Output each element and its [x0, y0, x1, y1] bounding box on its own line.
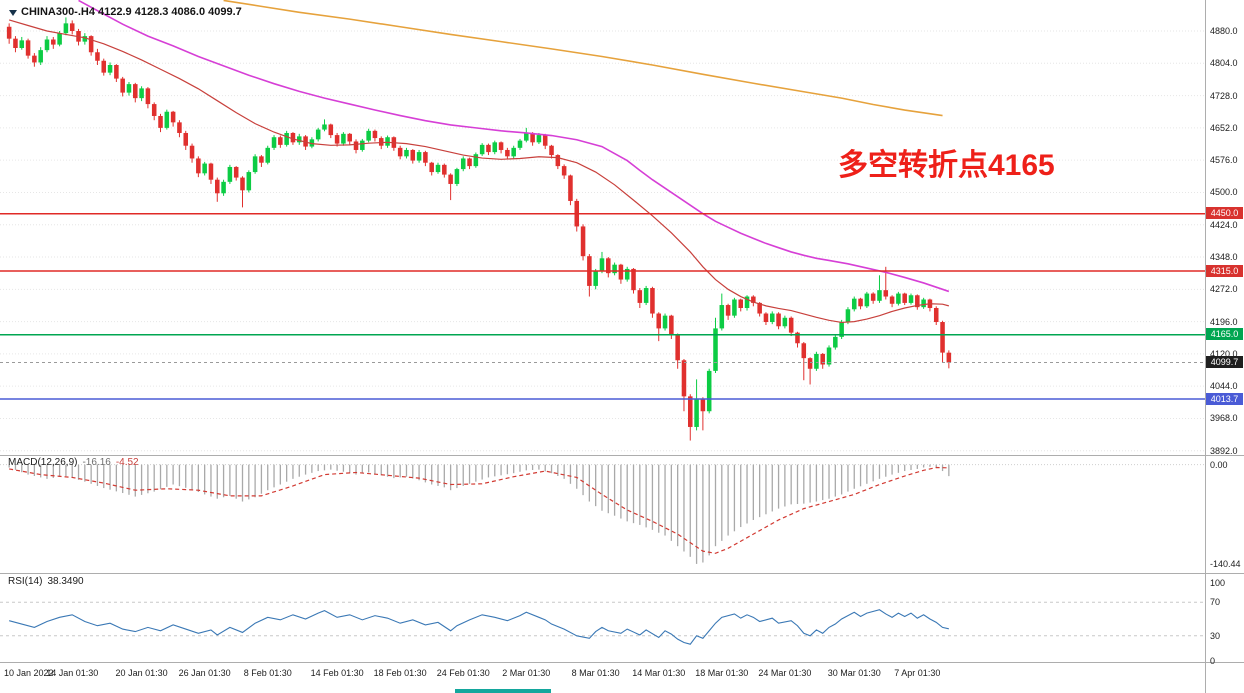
rsi-scale-label: 100 — [1210, 578, 1226, 588]
y-axis-label: 4196.0 — [1210, 316, 1238, 327]
x-axis-label: 14 Mar 01:30 — [632, 668, 686, 678]
x-axis-label: 18 Mar 01:30 — [695, 668, 749, 678]
y-axis-label: 3892.0 — [1210, 445, 1238, 456]
macd-label: MACD(12,26,9) — [8, 457, 78, 468]
chart-annotation: 多空转折点4165 — [838, 149, 1055, 182]
y-axis-label: 4500.0 — [1210, 187, 1238, 198]
price-level-tag: 4013.7 — [1206, 392, 1243, 405]
symbol-menu-icon[interactable] — [9, 10, 17, 16]
x-axis-label: 20 Jan 01:30 — [115, 668, 168, 678]
macd-scale-label: 0.00 — [1210, 459, 1228, 470]
x-axis-label: 14 Feb 01:30 — [310, 668, 364, 678]
ma-mid — [78, 0, 950, 293]
ma-fast — [8, 19, 950, 324]
macd-signal-line — [9, 466, 949, 554]
y-axis-label: 4804.0 — [1210, 58, 1238, 69]
rsi-value: 38.3490 — [47, 576, 84, 587]
bottom-strip — [455, 689, 551, 693]
y-axis-label: 4044.0 — [1210, 381, 1238, 392]
y-axis-label: 4120.0 — [1210, 348, 1238, 359]
rsi-line — [9, 609, 949, 645]
price-level-tag: 4315.0 — [1206, 264, 1243, 277]
x-axis-label: 24 Feb 01:30 — [436, 668, 490, 678]
ma-slow — [223, 0, 943, 117]
x-axis-label: 14 Jan 01:30 — [46, 668, 99, 678]
rsi-indicator-title: RSI(14) 38.3490 — [8, 576, 89, 587]
x-axis-label: 8 Mar 01:30 — [571, 668, 620, 678]
rsi-label: RSI(14) — [8, 576, 43, 587]
rsi-scale-label: 0 — [1210, 656, 1216, 666]
price-level-tag: 4099.7 — [1206, 356, 1243, 368]
x-axis-label: 24 Mar 01:30 — [758, 668, 812, 678]
y-axis-label: 4272.0 — [1210, 284, 1238, 295]
macd-indicator-title: MACD(12,26,9) -16.16 -4.52 — [8, 457, 144, 468]
price-level-tag: 4165.0 — [1206, 328, 1243, 341]
macd-scale-label: -140.44 — [1210, 559, 1241, 570]
x-axis-label: 10 Jan 2022 — [4, 668, 54, 678]
rsi-scale-label: 70 — [1210, 597, 1221, 608]
y-axis-label: 4576.0 — [1210, 155, 1238, 166]
y-axis-label: 3968.0 — [1210, 413, 1238, 424]
macd-value: -16.16 — [82, 457, 111, 468]
x-axis-label: 18 Feb 01:30 — [373, 668, 427, 678]
rsi-scale-label: 30 — [1210, 630, 1221, 641]
x-axis-label: 30 Mar 01:30 — [827, 668, 881, 678]
y-axis-label: 4348.0 — [1210, 252, 1238, 263]
symbol-ohlc-title: CHINA300-.H4 4122.9 4128.3 4086.0 4099.7 — [21, 6, 242, 18]
macd-signal-value: -4.52 — [115, 457, 139, 468]
x-axis-label: 8 Feb 01:30 — [243, 668, 292, 678]
y-axis-label: 4728.0 — [1210, 90, 1238, 101]
y-axis-label: 4880.0 — [1210, 26, 1238, 36]
y-axis-label: 4424.0 — [1210, 219, 1238, 230]
y-axis-label: 4652.0 — [1210, 122, 1238, 133]
x-axis-label: 26 Jan 01:30 — [178, 668, 231, 678]
price-level-tag: 4450.0 — [1206, 207, 1243, 220]
x-axis-label: 7 Apr 01:30 — [894, 668, 941, 678]
x-axis-label: 2 Mar 01:30 — [502, 668, 551, 678]
